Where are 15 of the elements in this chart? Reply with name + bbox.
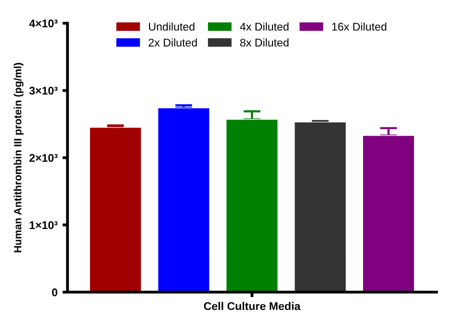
legend-label: 8x Diluted xyxy=(240,38,288,47)
legend-label: 16x Diluted xyxy=(332,22,386,31)
y-axis-title: Human Antithrombin III protein (pg/ml) xyxy=(14,62,24,252)
y-tick-label: 3×10³ xyxy=(29,86,58,95)
bar xyxy=(158,108,210,292)
y-tick-label: 1×10³ xyxy=(30,221,58,230)
y-tick-label: 2×10³ xyxy=(29,154,58,162)
y-tick-label: 4×10³ xyxy=(29,20,58,28)
bar xyxy=(89,127,142,292)
x-tick-label: Cell Culture Media xyxy=(204,302,301,310)
legend-label: 4x Diluted xyxy=(240,22,288,31)
legend-label: Undiluted xyxy=(148,22,194,31)
bar xyxy=(294,122,346,292)
y-tick-label: 0 xyxy=(52,288,58,296)
legend-label: 2x Diluted xyxy=(148,38,197,47)
